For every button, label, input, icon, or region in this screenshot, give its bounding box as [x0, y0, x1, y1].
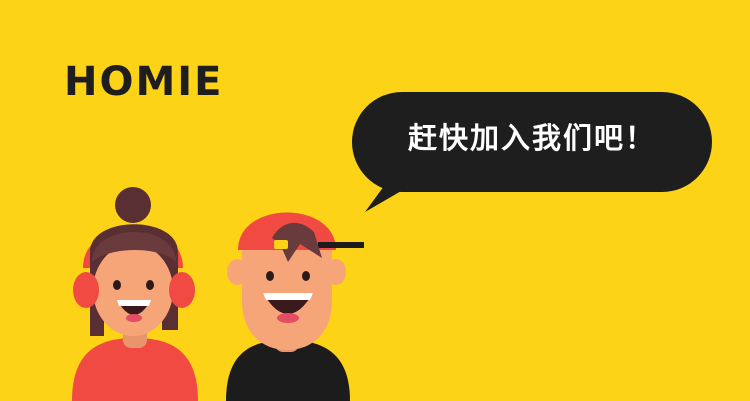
boy-character [226, 212, 364, 401]
speech-bubble [352, 92, 712, 212]
girl-character [72, 187, 198, 401]
speech-bubble-text: 赶快加入我们吧！ [407, 121, 656, 155]
brand-logo-text: HOMIE [64, 59, 224, 105]
